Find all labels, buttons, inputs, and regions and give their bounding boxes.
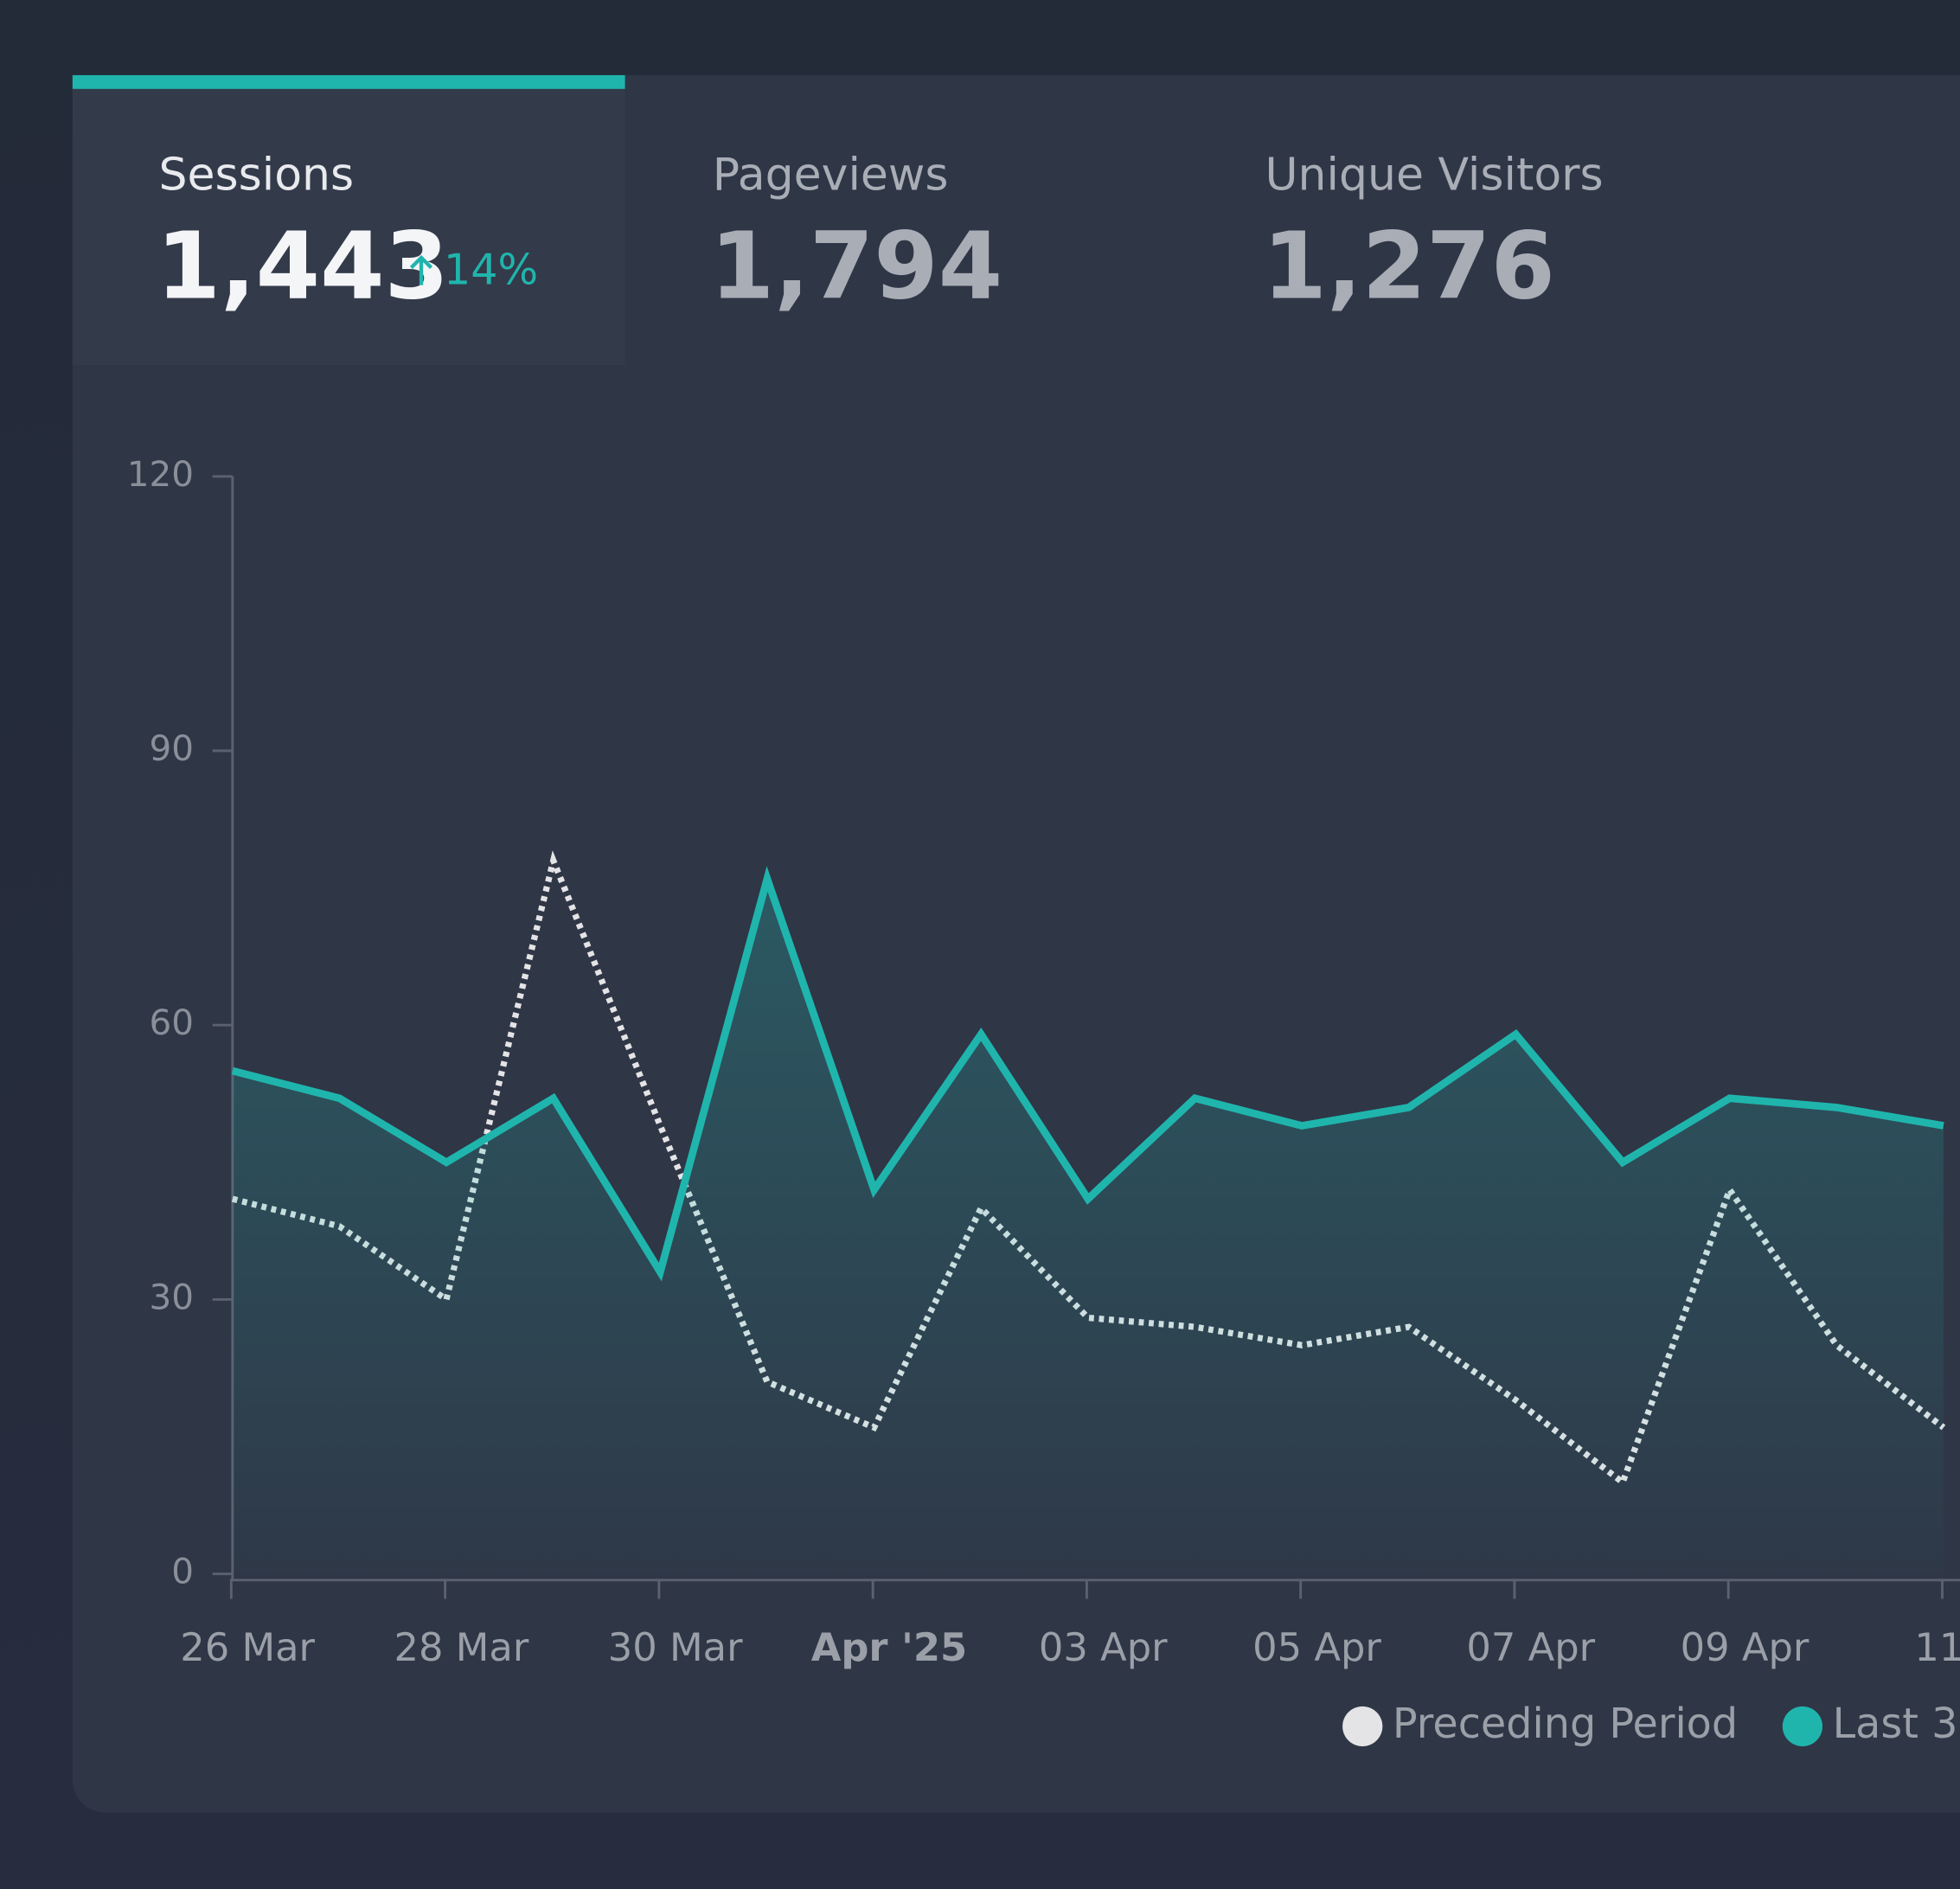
- y-tick-label: 0: [171, 1551, 194, 1592]
- tab-label[interactable]: Unique Visitors: [1265, 149, 1603, 201]
- tab-value: 1,443: [157, 214, 449, 321]
- x-tick-label: 03 Apr: [1039, 1624, 1168, 1670]
- up-arrow: [409, 254, 433, 285]
- area: [232, 879, 1944, 1574]
- plot: 0 30 60 90 120 26 Mar 28 Mar 30 Mar Apr '25 03 Ap…: [127, 453, 1960, 1748]
- x-tick-label: Apr '25: [811, 1624, 967, 1670]
- y-tick-label: 30: [150, 1276, 194, 1317]
- x-tick-label: 05 Apr: [1252, 1624, 1381, 1670]
- tab-label[interactable]: Pageviews: [713, 149, 949, 201]
- x-tick-label: 09 Apr: [1681, 1624, 1809, 1670]
- legend-label: Last 3: [1833, 1700, 1958, 1748]
- legend-swatch: [1782, 1706, 1823, 1747]
- tab-value: 1,794: [710, 214, 1002, 321]
- tab-change: 14%: [444, 245, 538, 295]
- tab-label: Sessions: [159, 149, 355, 201]
- y-tick-label: 90: [150, 727, 194, 769]
- active-tab[interactable]: [72, 74, 625, 366]
- legend-swatch: [1342, 1706, 1383, 1747]
- x-tick-label: 30 Mar: [608, 1624, 743, 1670]
- active-tab-indicator: [72, 74, 625, 89]
- x-tick-label: 07 Apr: [1466, 1624, 1595, 1670]
- y-tick-label: 120: [127, 453, 194, 495]
- tab-value: 1,276: [1263, 214, 1555, 321]
- legend-label: Preceding Period: [1393, 1700, 1738, 1748]
- series-line: [231, 866, 1944, 1282]
- x-tick-label: 26 Mar: [180, 1624, 315, 1670]
- y-tick-label: 60: [150, 1002, 194, 1043]
- x-tick-label: 28 Mar: [394, 1624, 529, 1670]
- x-tick-label: 11 A: [1914, 1624, 1960, 1670]
